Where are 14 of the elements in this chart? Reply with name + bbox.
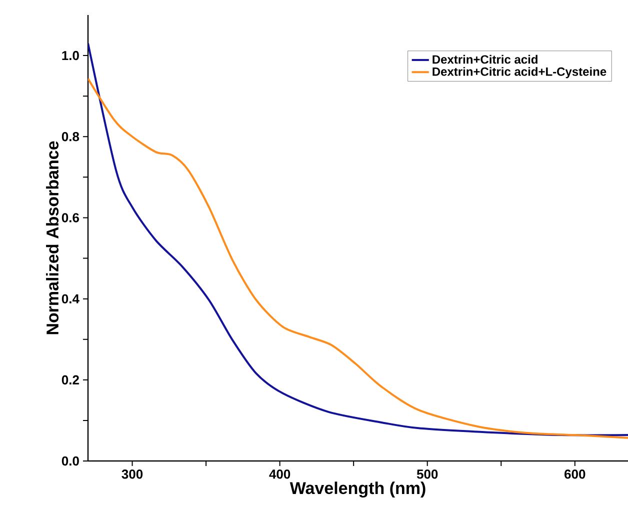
- y-tick-label: 0.4: [62, 294, 80, 304]
- y-tick-label: 0.2: [62, 375, 79, 385]
- x-tick-label: 500: [416, 470, 438, 479]
- x-tick-label: 400: [269, 470, 290, 479]
- legend-label: Dextrin+Citric acid+L-Cysteine: [432, 67, 606, 78]
- y-tick-label: 1.0: [62, 50, 79, 60]
- x-tick-label: 600: [564, 470, 586, 479]
- y-axis-title: Normalized Absorbance: [46, 141, 59, 334]
- y-tick-label: 0.6: [62, 213, 79, 222]
- legend-label: Dextrin+Citric acid: [432, 54, 538, 64]
- y-tick-label: 0.8: [62, 132, 80, 142]
- y-tick-label: 0.0: [62, 456, 79, 466]
- x-axis-title: Wavelength (nm): [290, 482, 426, 498]
- x-tick-label: 300: [122, 470, 143, 479]
